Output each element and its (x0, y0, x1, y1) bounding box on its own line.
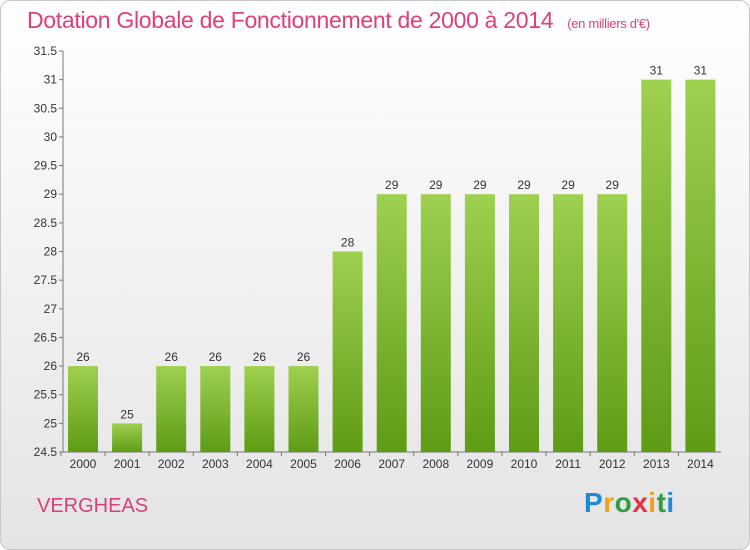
x-tick-label-2011: 2011 (555, 457, 581, 471)
bar-2010 (509, 194, 539, 452)
bar-2003 (200, 366, 231, 452)
bars-group: 26 25 26 26 26 26 28 29 29 29 29 29 29 31 31 (68, 64, 716, 453)
value-label-2012: 29 (606, 178, 620, 192)
x-tick-label-2012: 2012 (599, 457, 626, 471)
x-tick-label-2007: 2007 (378, 457, 405, 471)
x-tick-label-2001: 2001 (114, 457, 141, 471)
y-tick-label: 27 (44, 302, 58, 316)
y-tick-label: 24.5 (34, 445, 58, 459)
value-label-2011: 29 (561, 178, 575, 192)
chart-title-text: Dotation Globale de Fonctionnement de 20… (27, 7, 554, 33)
value-label-2008: 29 (429, 178, 443, 192)
value-label-2003: 26 (209, 350, 223, 364)
value-label-2002: 26 (165, 350, 179, 364)
y-tick-label: 29.5 (34, 159, 58, 173)
value-label-2005: 26 (297, 350, 311, 364)
y-tick-label: 31 (44, 73, 58, 87)
y-tick-label: 28 (44, 245, 58, 259)
x-tick-label-2008: 2008 (422, 457, 449, 471)
x-tick-label-2013: 2013 (643, 457, 670, 471)
x-tick-label-2006: 2006 (334, 457, 361, 471)
axes-group: 24.5 25 25.5 26 26.5 27 27.5 28 28.5 29 29.5 30 30.5… (34, 44, 721, 471)
value-label-2014: 31 (694, 64, 708, 78)
x-tick-label-2000: 2000 (70, 457, 97, 471)
x-tick-label-2014: 2014 (687, 457, 714, 471)
chart-unit-label: (en milliers d'€) (567, 16, 650, 31)
value-label-2010: 29 (517, 178, 531, 192)
value-label-2001: 25 (120, 407, 134, 421)
value-label-2007: 29 (385, 178, 399, 192)
bar-2001 (112, 423, 143, 452)
x-tick-label-2005: 2005 (290, 457, 317, 471)
x-tick-label-2010: 2010 (511, 457, 538, 471)
bar-2009 (464, 194, 495, 452)
commune-name: VERGHEAS (37, 495, 149, 517)
value-label-2009: 29 (473, 178, 487, 192)
y-tick-label: 25 (44, 416, 58, 430)
logo-letter: o (614, 487, 633, 518)
bar-2011 (553, 194, 584, 452)
value-label-2006: 28 (341, 236, 355, 250)
y-tick-label: 25.5 (34, 388, 58, 402)
bar-2000 (68, 366, 98, 452)
bar-2013 (641, 79, 672, 453)
logo-letter: r (603, 487, 615, 518)
y-tick-label: 26.5 (34, 330, 58, 344)
bar-2002 (156, 366, 187, 452)
bar-2007 (376, 194, 407, 452)
value-label-2004: 26 (253, 350, 267, 364)
chart-title: Dotation Globale de Fonctionnement de 20… (27, 7, 650, 34)
y-tick-label: 27.5 (34, 273, 58, 287)
bar-2008 (420, 194, 451, 452)
logo-letter: t (656, 487, 667, 518)
logo-letter: i (648, 487, 657, 518)
y-tick-label: 31.5 (34, 44, 58, 58)
x-tick-label-2003: 2003 (202, 457, 229, 471)
bar-2005 (288, 366, 319, 452)
logo-letter: x (632, 487, 649, 518)
proxiti-logo: Proxiti (584, 487, 675, 519)
y-tick-label: 26 (44, 359, 58, 373)
y-tick-label: 28.5 (34, 216, 58, 230)
y-tick-label: 29 (44, 187, 58, 201)
y-tick-label: 30 (44, 130, 58, 144)
x-tick-label-2009: 2009 (467, 457, 494, 471)
y-tick-label: 30.5 (34, 101, 58, 115)
value-label-2013: 31 (650, 64, 664, 78)
bar-2014 (685, 79, 716, 453)
value-label-2000: 26 (76, 350, 90, 364)
x-tick-label-2004: 2004 (246, 457, 273, 471)
bar-2012 (597, 194, 628, 452)
bar-2006 (332, 251, 363, 452)
logo-letter: i (666, 487, 675, 518)
logo-letter: P (584, 487, 604, 518)
bar-2004 (244, 366, 275, 452)
x-tick-label-2002: 2002 (158, 457, 185, 471)
